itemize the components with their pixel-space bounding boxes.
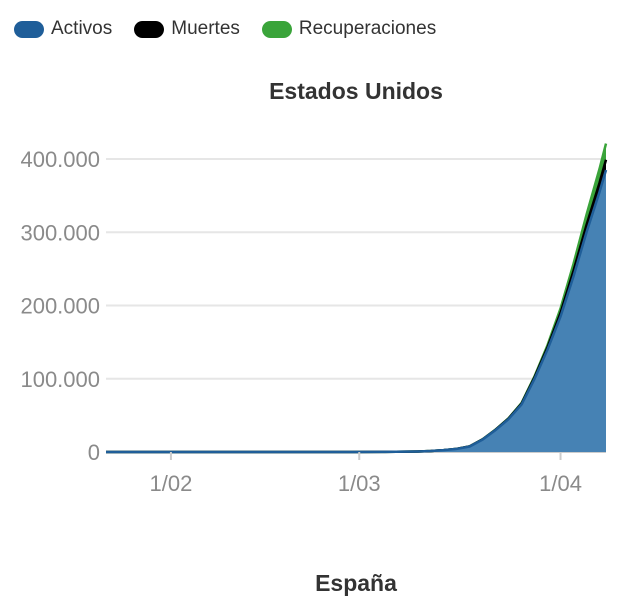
next-chart-title: España <box>315 570 397 596</box>
x-tick-label: 1/03 <box>338 471 381 496</box>
legend-label-muertes: Muertes <box>171 18 240 39</box>
x-tick-label: 1/04 <box>539 471 582 496</box>
legend-swatch-activos <box>14 20 44 38</box>
chart-legend: Activos Muertes Recuperaciones <box>14 18 436 40</box>
legend-swatch-recuperaciones <box>261 20 292 38</box>
legend-label-recuperaciones: Recuperaciones <box>298 18 437 39</box>
legend-item-recuperaciones[interactable]: Recuperaciones <box>261 18 437 40</box>
area-chart: 0 100.000 200.000 300.000 400.000 1/02 1/03 1/0… <box>20 143 608 496</box>
y-tick-label: 100.000 <box>20 367 100 392</box>
legend-item-muertes[interactable]: Muertes <box>134 18 240 40</box>
y-tick-label: 0 <box>88 440 100 465</box>
legend-label-activos: Activos <box>51 18 113 39</box>
y-tick-label: 300.000 <box>20 220 100 245</box>
legend-swatch-muertes <box>134 20 165 38</box>
legend-item-activos[interactable]: Activos <box>14 18 112 40</box>
y-tick-label: 200.000 <box>20 294 100 319</box>
area-activos <box>106 169 606 453</box>
line-activos <box>106 169 608 454</box>
chart-title: Estados Unidos <box>269 78 443 104</box>
x-tick-label: 1/02 <box>150 471 193 496</box>
y-tick-label: 400.000 <box>20 147 100 172</box>
